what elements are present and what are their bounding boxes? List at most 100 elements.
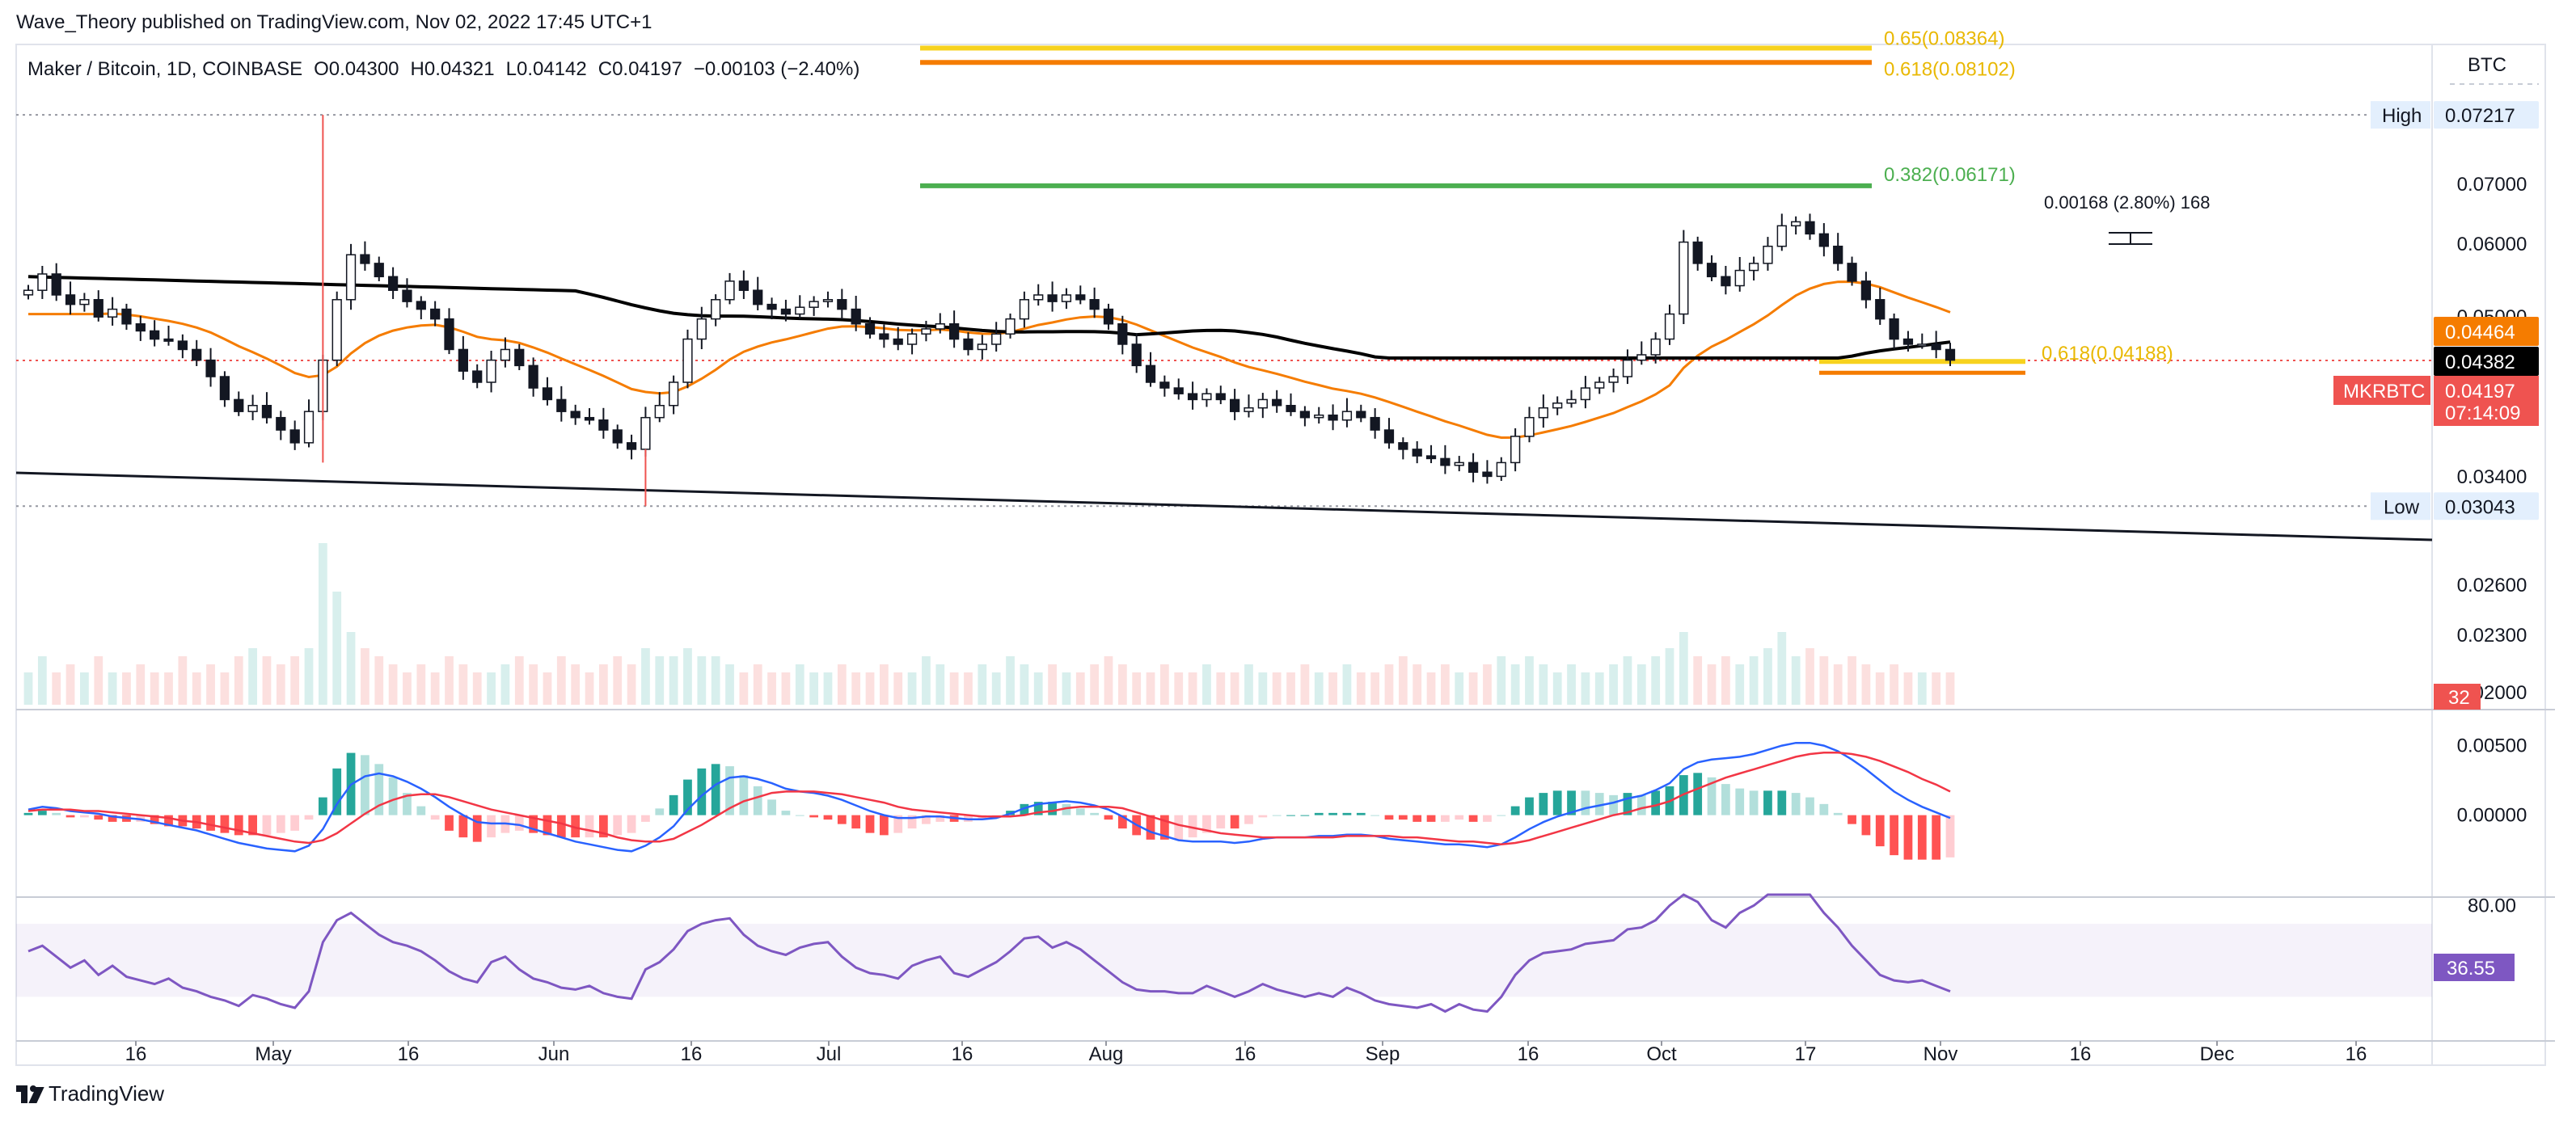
- macd-histogram-bar: [1075, 808, 1085, 815]
- candle: [1356, 404, 1366, 423]
- volume-bar: [1174, 672, 1184, 705]
- candle: [387, 267, 399, 299]
- candle-body: [1356, 411, 1366, 419]
- volume-bar: [753, 664, 762, 705]
- candle: [1425, 445, 1437, 464]
- candle-body: [135, 323, 146, 332]
- sma-value-badge: 0.04382: [2434, 347, 2539, 376]
- volume-bar: [220, 672, 230, 705]
- time-tick-label: 16: [398, 1043, 420, 1065]
- low-value-badge: 0.03043: [2434, 492, 2539, 520]
- macd-histogram-bar: [1216, 815, 1226, 829]
- candle-body: [360, 254, 370, 264]
- candle: [1075, 285, 1086, 305]
- volume-bar: [1651, 656, 1661, 705]
- candle-body: [724, 280, 735, 301]
- high-value-badge-text: 0.07217: [2445, 105, 2515, 127]
- macd-histogram-bar: [543, 815, 552, 836]
- ema-line: [28, 280, 1951, 440]
- candle-body: [1383, 429, 1395, 444]
- candle-body: [1847, 263, 1857, 282]
- volume-bar: [1117, 664, 1127, 705]
- macd-histogram-bar: [1735, 788, 1745, 815]
- candle: [1636, 341, 1647, 365]
- candle-body: [345, 254, 357, 301]
- candle-body: [948, 323, 960, 340]
- candle-body: [514, 348, 525, 367]
- candle-body: [1945, 348, 1956, 361]
- candle-body: [1454, 461, 1464, 466]
- volume-bar: [1146, 672, 1155, 705]
- macd-histogram-bar: [262, 815, 272, 836]
- volume-bar: [1861, 664, 1871, 705]
- macd-histogram-bar: [711, 764, 720, 815]
- candle: [977, 335, 987, 360]
- volume-bar: [1314, 672, 1324, 705]
- candle-body: [472, 370, 483, 383]
- volume-bar: [823, 672, 833, 705]
- volume-bar: [1890, 664, 1898, 705]
- candle: [1019, 291, 1030, 328]
- candle: [1328, 404, 1338, 431]
- fib-0-618-upper-label: 0.618(0.08102): [1884, 58, 2016, 80]
- macd-histogram-bar: [1455, 815, 1464, 820]
- candle-body: [150, 330, 160, 340]
- low-value-badge-text: 0.03043: [2445, 496, 2515, 518]
- macd-histogram-bar: [1230, 815, 1239, 829]
- candle-body: [1496, 461, 1506, 478]
- time-tick-label: Sep: [1366, 1043, 1400, 1065]
- candle: [472, 364, 483, 389]
- macd-histogram-bar: [683, 779, 692, 815]
- volume-bar: [1188, 672, 1197, 705]
- macd-histogram-bar: [1117, 815, 1127, 829]
- candle: [1875, 287, 1886, 325]
- candle-body: [1272, 398, 1282, 407]
- candle: [1791, 216, 1801, 235]
- macd-histogram-bar: [767, 799, 776, 815]
- publisher-header: Wave_Theory published on TradingView.com…: [16, 11, 652, 33]
- volume-bar: [809, 672, 818, 705]
- volume-bar: [206, 664, 215, 705]
- volume-bar: [964, 672, 973, 705]
- volume-bar: [1328, 672, 1337, 705]
- fib-0-618-lower-label: 0.618(0.04188): [2042, 343, 2173, 364]
- macd-histogram-bar: [907, 815, 917, 829]
- candle: [1005, 313, 1016, 339]
- candle: [1103, 303, 1114, 331]
- candle-body: [1818, 233, 1829, 247]
- candle-body: [753, 289, 763, 305]
- candle: [780, 299, 792, 322]
- candle: [1173, 378, 1184, 400]
- candle-body: [1860, 280, 1872, 301]
- volume-bar: [332, 592, 342, 705]
- candle-body: [219, 376, 230, 401]
- macd-histogram-bar: [1202, 815, 1211, 833]
- tradingview-logo[interactable]: TradingView: [16, 1081, 164, 1106]
- volume-bar: [1048, 664, 1057, 705]
- macd-histogram-bar: [487, 815, 496, 838]
- macd-histogram-bar: [416, 806, 426, 815]
- volume-bar: [290, 656, 300, 705]
- macd-histogram-bar: [234, 815, 243, 836]
- macd-histogram-bar: [795, 815, 804, 816]
- volume-bar: [1693, 656, 1703, 705]
- candle: [1748, 256, 1759, 281]
- macd-histogram-bar: [1875, 815, 1885, 847]
- candle: [1244, 394, 1254, 418]
- time-tick-label: 16: [2346, 1043, 2367, 1065]
- candle: [640, 407, 651, 457]
- macd-histogram-bar: [1819, 803, 1829, 815]
- candle-body: [668, 381, 679, 407]
- volume-bar: [907, 672, 917, 705]
- macd-histogram-bar: [1342, 812, 1352, 815]
- candle-body: [570, 411, 581, 419]
- volume-bar: [276, 664, 285, 705]
- candle-body: [1244, 407, 1254, 412]
- candle: [696, 306, 707, 350]
- candle-body: [1902, 338, 1914, 345]
- candle-body: [1692, 241, 1703, 264]
- macd-histogram-bar: [1861, 815, 1871, 836]
- macd-histogram-bar: [1693, 773, 1703, 815]
- volume-bar: [1356, 672, 1366, 705]
